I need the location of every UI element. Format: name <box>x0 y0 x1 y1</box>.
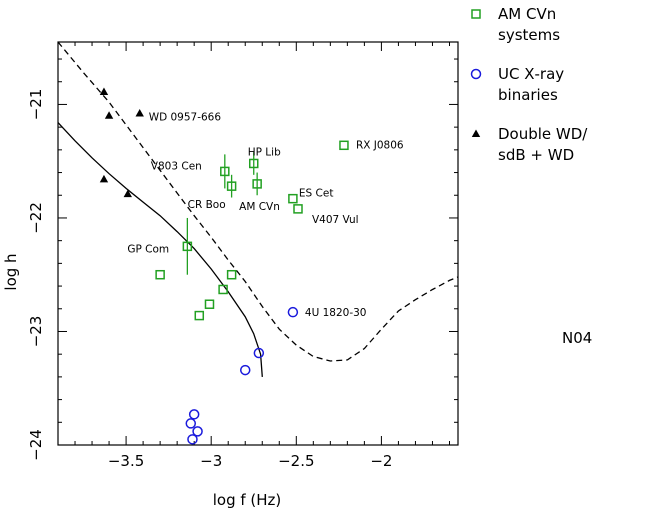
ucxb-marker <box>187 434 198 445</box>
am-cvn-marker <box>252 179 262 189</box>
am-cvn-marker <box>248 158 259 169</box>
point-label: 4U 1820-30 <box>305 307 367 319</box>
legend-label: binaries <box>498 86 558 104</box>
solid-sensitivity-curve <box>58 122 263 377</box>
ticks-layer: −3.5 −3 −2.5 −2 −21 −22 −23 −24 <box>27 42 458 470</box>
x-tick-label: −3 <box>200 452 222 470</box>
point-labels-layer: V803 Cen HP Lib RX J0806 CR Boo AM CVn ES Cet… <box>127 112 404 320</box>
point-label: V803 Cen <box>151 160 202 172</box>
double-wd-marker <box>99 174 109 183</box>
double-wd-marker <box>104 111 114 119</box>
point-label: V407 Vul <box>312 214 359 226</box>
double-wd-marker <box>99 87 109 95</box>
x-tick-label: −2 <box>370 452 392 470</box>
x-axis-label: log f (Hz) <box>213 491 282 509</box>
legend-label: AM CVn <box>498 5 556 23</box>
am-cvn-marker <box>155 269 165 280</box>
am-cvn-marker <box>204 299 215 309</box>
y-axis-label: log h <box>2 253 20 290</box>
legend: AM CVn systems UC X‐ray binaries Double WD/s… <box>470 5 588 164</box>
point-label: WD 0957-666 <box>149 112 222 124</box>
point-label: GP Com <box>127 243 169 255</box>
am-cvn-marker <box>293 204 303 214</box>
am-cvn-marker <box>471 9 481 19</box>
ucxb-marker <box>253 347 265 359</box>
y-tick-label: −21 <box>27 89 45 121</box>
dashed-sensitivity-curve <box>58 42 458 362</box>
point-label: CR Boo <box>188 199 226 211</box>
legend-label: UC X‐ray <box>498 65 564 83</box>
point-label: RX J0806 <box>356 139 404 151</box>
model-note-label: N04 <box>562 329 592 347</box>
am-cvn-marker <box>339 140 349 151</box>
point-label: AM CVn <box>239 201 280 213</box>
plot-frame <box>57 41 459 446</box>
ucxb-marker <box>185 418 197 429</box>
am-cvn-marker <box>226 269 237 280</box>
ucxb-marker <box>192 426 203 437</box>
legend-label: systems <box>498 26 560 44</box>
points-layer <box>99 87 349 445</box>
curves-layer <box>58 42 458 377</box>
am-cvn-marker <box>194 310 205 321</box>
ucxb-marker <box>470 68 482 80</box>
double-wd-marker <box>471 129 481 137</box>
y-tick-label: −22 <box>27 202 45 234</box>
ucxb-marker <box>239 364 251 376</box>
legend-label: sdB + WD <box>498 146 574 164</box>
am-cvn-marker <box>182 241 193 252</box>
y-tick-label: −23 <box>27 316 45 348</box>
y-tick-label: −24 <box>27 429 45 461</box>
plot-border <box>57 41 459 446</box>
am-cvn-marker <box>218 284 228 295</box>
am-cvn-marker <box>226 181 237 191</box>
point-label: ES Cet <box>299 188 334 200</box>
ucxb-marker <box>287 306 299 318</box>
ucxb-marker <box>188 409 200 420</box>
am-cvn-marker <box>220 166 230 177</box>
double-wd-marker <box>135 109 144 117</box>
am-cvn-marker <box>288 193 298 204</box>
point-label: HP Lib <box>248 146 281 158</box>
legend-label: Double WD/ <box>498 125 588 143</box>
double-wd-marker <box>123 189 132 198</box>
x-tick-label: −2.5 <box>278 452 314 470</box>
x-tick-label: −3.5 <box>108 452 144 470</box>
